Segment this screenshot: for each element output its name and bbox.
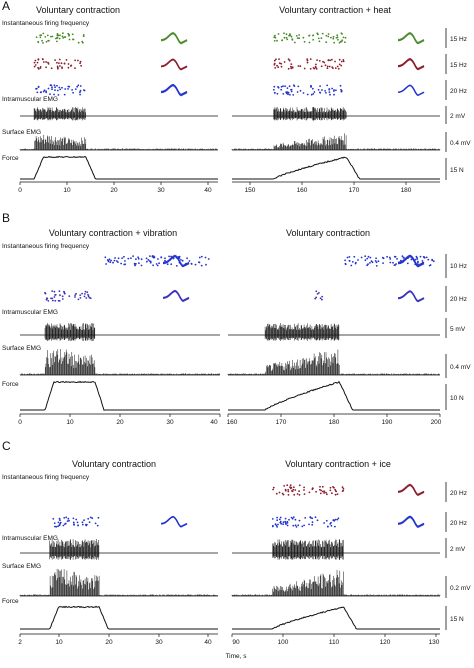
- tick-label: 20: [110, 187, 118, 194]
- tick-label: 10: [63, 187, 71, 194]
- panel-c-row-label-force: Force: [2, 598, 19, 605]
- panel-b-row-label-intramuscular: Intramuscular EMG: [2, 309, 58, 316]
- tick-label: 40: [204, 639, 212, 646]
- panel-c-right-traces: [231, 483, 441, 630]
- tick-label: 160: [297, 187, 308, 194]
- panel-a-right-title: Voluntary contraction + heat: [279, 5, 391, 15]
- tick-label: 30: [155, 639, 163, 646]
- scale-label: 0.4 mV: [450, 140, 471, 147]
- scale-label: 20 Hz: [450, 490, 467, 497]
- panel-c-left-xaxis: 2 10 20 30 40: [18, 633, 218, 646]
- panel-a-right-traces: [231, 31, 441, 180]
- panel-c-left-traces: [19, 515, 218, 630]
- tick-label: 30: [157, 187, 165, 194]
- scale-label: 15 N: [450, 167, 464, 174]
- tick-label: 150: [245, 187, 256, 194]
- panel-c-label: C: [2, 439, 11, 453]
- tick-label: 200: [431, 419, 442, 426]
- tick-label: 2: [18, 639, 22, 646]
- panel-a-right-xaxis: 150 160 170 180: [232, 181, 440, 194]
- panel-a-left-traces: [19, 32, 218, 180]
- panel-a: A Voluntary contraction Voluntary contra…: [2, 0, 471, 194]
- tick-label: 100: [278, 639, 289, 646]
- scale-label: 5 mV: [450, 326, 466, 333]
- panel-a-row-label-surface: Surface EMG: [2, 129, 41, 136]
- scale-label: 15 Hz: [450, 36, 467, 43]
- tick-label: 170: [349, 187, 360, 194]
- tick-label: 180: [329, 419, 340, 426]
- panel-b-row-label-surface: Surface EMG: [2, 345, 41, 352]
- panel-c-right-title: Voluntary contraction + ice: [285, 459, 391, 469]
- panel-b-left-traces: [19, 254, 220, 411]
- tick-label: 180: [401, 187, 412, 194]
- panel-b-scale-bars: 10 Hz 20 Hz 5 mV 0.4 mV 10 N: [445, 254, 471, 410]
- scale-label: 10 Hz: [450, 263, 467, 270]
- tick-label: 120: [380, 639, 391, 646]
- panel-a-row-label-firing: Instantaneous firing frequency: [2, 20, 90, 27]
- scale-label: 2 mV: [450, 546, 466, 553]
- tick-label: 40: [204, 187, 212, 194]
- tick-label: 90: [232, 639, 240, 646]
- panel-b-left-xaxis: 0 10 20 30 40: [18, 413, 221, 426]
- panel-a-row-label-force: Force: [2, 155, 19, 162]
- tick-label: 10: [55, 639, 63, 646]
- tick-label: 30: [166, 419, 174, 426]
- panel-c-right-xaxis: 90 100 110 120 130: [231, 633, 440, 646]
- tick-label: 130: [429, 639, 440, 646]
- scale-label: 0.4 mV: [450, 364, 471, 371]
- tick-label: 40: [210, 419, 218, 426]
- panel-a-left-xaxis: 0 10 20 30 40: [18, 181, 218, 194]
- panel-b-right-xaxis: 160 170 180 190 200: [227, 413, 442, 426]
- tick-label: 0: [18, 419, 22, 426]
- panel-a-label: A: [2, 0, 10, 13]
- panel-b-right-title: Voluntary contraction: [286, 228, 370, 238]
- tick-label: 190: [382, 419, 393, 426]
- panel-c-scale-bars: 20 Hz 20 Hz 2 mV 0.2 mV 15 N: [445, 482, 471, 630]
- scale-label: 15 N: [450, 616, 464, 623]
- tick-label: 110: [329, 639, 340, 646]
- panel-b-row-label-firing: Instantaneous firing frequency: [2, 243, 90, 250]
- tick-label: 170: [276, 419, 287, 426]
- panel-c: C Voluntary contraction Voluntary contra…: [2, 439, 471, 646]
- tick-label: 20: [105, 639, 113, 646]
- panel-b: B Voluntary contraction + vibration Volu…: [2, 211, 471, 426]
- tick-label: 20: [116, 419, 124, 426]
- panel-b-right-traces: [227, 254, 440, 411]
- panel-c-row-label-intramuscular: Intramuscular EMG: [2, 535, 58, 542]
- scale-label: 15 Hz: [450, 62, 467, 69]
- tick-label: 160: [227, 419, 238, 426]
- panel-b-left-title: Voluntary contraction + vibration: [49, 228, 177, 238]
- tick-label: 10: [66, 419, 74, 426]
- panel-a-left-title: Voluntary contraction: [36, 5, 120, 15]
- scale-label: 20 Hz: [450, 296, 467, 303]
- panel-c-left-title: Voluntary contraction: [72, 459, 156, 469]
- panel-a-scale-bars: 15 Hz 15 Hz 20 Hz 2 mV 0.4 mV 15 N: [445, 28, 471, 180]
- panel-c-row-label-firing: Instantaneous firing frequency: [2, 474, 90, 481]
- scale-label: 10 N: [450, 395, 464, 402]
- scale-label: 2 mV: [450, 113, 466, 120]
- scale-label: 20 Hz: [450, 520, 467, 527]
- scale-label: 0.2 mV: [450, 585, 471, 592]
- panel-b-label: B: [2, 211, 10, 225]
- panel-b-row-label-force: Force: [2, 381, 19, 388]
- x-axis-title: Time, s: [225, 653, 247, 660]
- panel-c-row-label-surface: Surface EMG: [2, 563, 41, 570]
- scale-label: 20 Hz: [450, 88, 467, 95]
- tick-label: 0: [18, 187, 22, 194]
- panel-a-row-label-intramuscular: Intramuscular EMG: [2, 96, 58, 103]
